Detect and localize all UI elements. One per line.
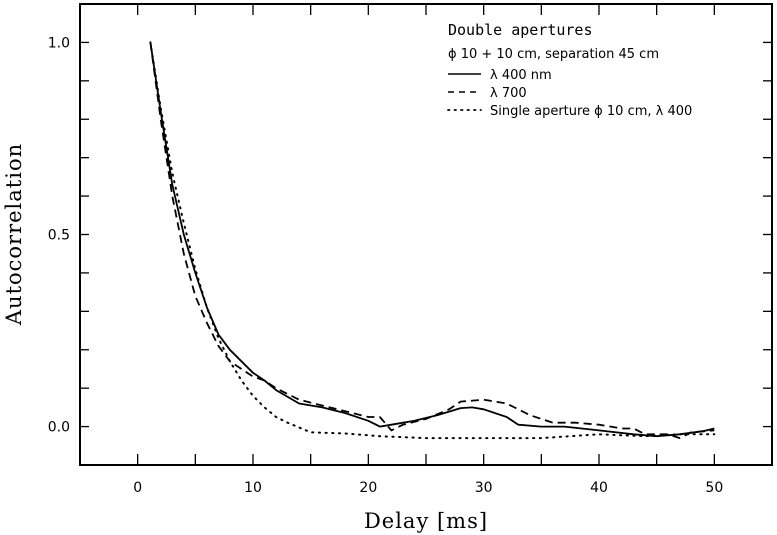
- x-axis-title: Delay [ms]: [364, 509, 488, 533]
- x-tick-label: 20: [359, 480, 377, 496]
- legend: Double apertures ϕ 10 + 10 cm, separatio…: [447, 21, 692, 119]
- legend-title: Double apertures: [448, 21, 593, 39]
- x-tick-label: 0: [133, 480, 142, 496]
- legend-entry-400nm: λ 400 nm: [490, 68, 552, 83]
- legend-subtitle: ϕ 10 + 10 cm, separation 45 cm: [448, 47, 659, 62]
- y-tick-label: 0.5: [48, 228, 70, 244]
- series-line-dotted: [149, 41, 716, 440]
- x-tick-labels: 0 10 20 30 40 50: [133, 480, 723, 496]
- x-tick-label: 40: [590, 480, 608, 496]
- series-line-dashed: [149, 42, 715, 439]
- x-tick-label: 30: [475, 480, 493, 496]
- legend-entry-700: λ 700: [490, 86, 527, 101]
- y-tick-label: 1.0: [48, 35, 70, 51]
- legend-entry-single-aperture: Single aperture ϕ 10 cm, λ 400: [490, 104, 692, 119]
- axis-ticks: [80, 4, 772, 465]
- x-tick-label: 10: [244, 480, 262, 496]
- y-axis-title: Autocorrelation: [2, 143, 26, 326]
- y-tick-label: 0.0: [48, 420, 70, 436]
- x-tick-label: 50: [705, 480, 723, 496]
- y-tick-labels: 0.0 0.5 1.0: [48, 35, 70, 435]
- series-line-solid: [149, 42, 715, 438]
- data-series: [149, 41, 716, 440]
